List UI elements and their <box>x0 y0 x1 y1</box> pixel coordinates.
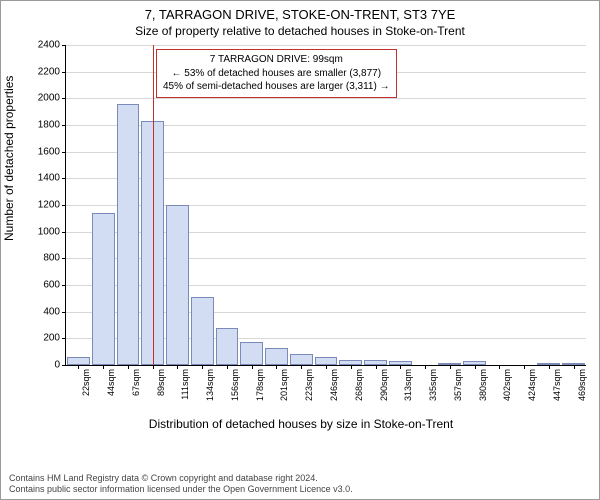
ytick-mark <box>62 338 66 339</box>
footer-attribution: Contains HM Land Registry data © Crown c… <box>9 473 353 496</box>
xtick-label: 134sqm <box>205 369 215 401</box>
footer-line-2: Contains public sector information licen… <box>9 484 353 495</box>
xtick-mark <box>177 365 178 369</box>
grid-line <box>66 45 586 46</box>
histogram-bar <box>117 104 140 365</box>
ytick-mark <box>62 125 66 126</box>
xtick-label: 156sqm <box>230 369 240 401</box>
ytick-label: 1400 <box>38 173 60 184</box>
xtick-mark <box>425 365 426 369</box>
xtick-mark <box>450 365 451 369</box>
histogram-bar <box>290 354 313 365</box>
xtick-label: 44sqm <box>106 369 116 396</box>
annotation-line: ← 53% of detached houses are smaller (3,… <box>163 67 390 81</box>
xtick-label: 402sqm <box>502 369 512 401</box>
xtick-label: 424sqm <box>527 369 537 401</box>
xtick-label: 89sqm <box>156 369 166 396</box>
xtick-mark <box>128 365 129 369</box>
ytick-mark <box>62 365 66 366</box>
ytick-mark <box>62 205 66 206</box>
histogram-bar <box>265 348 288 365</box>
grid-line <box>66 98 586 99</box>
annotation-line: 7 TARRAGON DRIVE: 99sqm <box>163 53 390 67</box>
xtick-label: 447sqm <box>552 369 562 401</box>
xtick-label: 268sqm <box>354 369 364 401</box>
chart-wrap: Number of detached properties 0200400600… <box>1 41 600 441</box>
xtick-mark <box>202 365 203 369</box>
histogram-bar <box>191 297 214 365</box>
xtick-label: 223sqm <box>304 369 314 401</box>
xtick-mark <box>574 365 575 369</box>
ytick-label: 400 <box>43 306 60 317</box>
annotation-line: 45% of semi-detached houses are larger (… <box>163 80 390 94</box>
xtick-mark <box>326 365 327 369</box>
ytick-mark <box>62 258 66 259</box>
xtick-mark <box>351 365 352 369</box>
ytick-label: 1800 <box>38 120 60 131</box>
ytick-mark <box>62 312 66 313</box>
ytick-label: 1600 <box>38 146 60 157</box>
ytick-label: 800 <box>43 253 60 264</box>
histogram-bar <box>315 357 338 365</box>
ytick-mark <box>62 152 66 153</box>
plot-area: 0200400600800100012001400160018002000220… <box>65 45 586 366</box>
xtick-mark <box>499 365 500 369</box>
ytick-label: 2400 <box>38 40 60 51</box>
ytick-label: 0 <box>54 360 60 371</box>
title-main: 7, TARRAGON DRIVE, STOKE-ON-TRENT, ST3 7… <box>1 7 599 22</box>
xtick-label: 469sqm <box>577 369 587 401</box>
xtick-label: 246sqm <box>329 369 339 401</box>
xtick-mark <box>475 365 476 369</box>
xtick-mark <box>549 365 550 369</box>
annotation-box: 7 TARRAGON DRIVE: 99sqm← 53% of detached… <box>156 49 397 98</box>
marker-line <box>153 45 154 365</box>
title-sub: Size of property relative to detached ho… <box>1 24 599 38</box>
xtick-label: 313sqm <box>403 369 413 401</box>
ytick-mark <box>62 285 66 286</box>
ytick-mark <box>62 98 66 99</box>
xtick-label: 22sqm <box>81 369 91 396</box>
histogram-bar <box>240 342 263 365</box>
footer-line-1: Contains HM Land Registry data © Crown c… <box>9 473 353 484</box>
xtick-mark <box>227 365 228 369</box>
xtick-label: 67sqm <box>131 369 141 396</box>
ytick-mark <box>62 45 66 46</box>
xtick-mark <box>103 365 104 369</box>
xtick-label: 290sqm <box>379 369 389 401</box>
histogram-bar <box>166 205 189 365</box>
ytick-label: 2000 <box>38 93 60 104</box>
ytick-label: 200 <box>43 333 60 344</box>
ytick-label: 2200 <box>38 66 60 77</box>
ytick-mark <box>62 72 66 73</box>
ytick-label: 1200 <box>38 200 60 211</box>
xtick-mark <box>301 365 302 369</box>
xtick-mark <box>376 365 377 369</box>
y-axis-label: Number of detached properties <box>2 76 16 241</box>
chart-container: 7, TARRAGON DRIVE, STOKE-ON-TRENT, ST3 7… <box>0 0 600 500</box>
histogram-bar <box>216 328 239 365</box>
xtick-mark <box>252 365 253 369</box>
histogram-bar <box>92 213 115 365</box>
xtick-label: 380sqm <box>478 369 488 401</box>
xtick-label: 111sqm <box>180 369 190 400</box>
xtick-label: 201sqm <box>279 369 289 401</box>
xtick-label: 178sqm <box>255 369 265 401</box>
xtick-mark <box>400 365 401 369</box>
xtick-mark <box>153 365 154 369</box>
ytick-label: 600 <box>43 280 60 291</box>
xtick-mark <box>524 365 525 369</box>
ytick-label: 1000 <box>38 226 60 237</box>
xtick-label: 357sqm <box>453 369 463 401</box>
histogram-bar <box>67 357 90 365</box>
xtick-mark <box>276 365 277 369</box>
ytick-mark <box>62 178 66 179</box>
xtick-mark <box>78 365 79 369</box>
xtick-label: 335sqm <box>428 369 438 401</box>
ytick-mark <box>62 232 66 233</box>
